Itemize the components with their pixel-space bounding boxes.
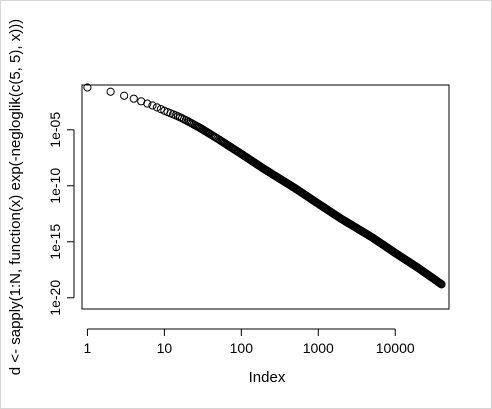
data-point: [436, 279, 445, 288]
x-tick-label: 1000: [303, 340, 334, 356]
x-tick-label: 100: [230, 340, 254, 356]
y-tick-label: 1e-10: [47, 168, 63, 204]
data-point: [152, 103, 162, 112]
data-point: [83, 83, 92, 92]
data-point: [106, 87, 115, 96]
x-tick-label: 10000: [376, 340, 415, 356]
y-axis-title: d <- sapply(1:N, function(x) exp(-neglog…: [7, 19, 24, 375]
data-point: [148, 101, 157, 110]
x-axis-title: Index: [249, 369, 286, 386]
x-axis: 1 10 100 1000 10000: [84, 328, 415, 356]
plot-box: [81, 84, 450, 310]
y-tick-label: 1e-05: [47, 112, 63, 148]
y-axis: 1e-20 1e-15 1e-10 1e-05: [47, 112, 75, 316]
data-point: [178, 114, 187, 123]
data-point: [143, 99, 152, 108]
x-tick-label: 1: [84, 340, 92, 356]
points-layer: [83, 83, 446, 289]
x-tick-label: 10: [157, 340, 173, 356]
data-point: [120, 91, 129, 100]
y-tick-label: 1e-20: [47, 280, 63, 316]
y-tick-label: 1e-15: [47, 224, 63, 260]
data-point: [437, 280, 446, 289]
data-point: [434, 278, 443, 287]
data-point: [435, 278, 444, 288]
data-point: [129, 94, 138, 103]
